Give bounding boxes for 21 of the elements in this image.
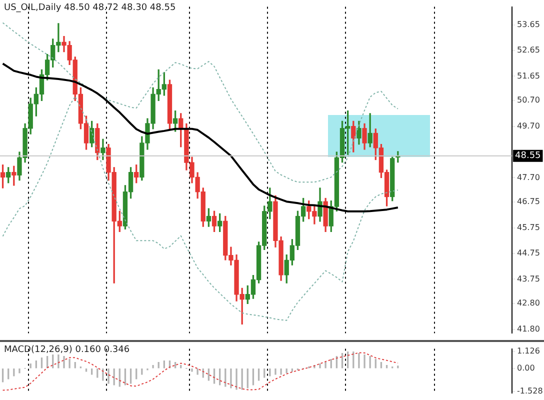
y-tick-label: 53.65	[517, 20, 540, 29]
y-tick-label: 42.80	[517, 298, 540, 308]
line-series	[2, 352, 398, 391]
y-tick-label: 49.70	[517, 121, 540, 130]
line-series	[2, 22, 398, 183]
y-tick-label: 51.65	[517, 71, 540, 80]
y-tick-label: 44.75	[517, 248, 540, 258]
ref-line-label: 48.55	[515, 151, 541, 162]
y-tick-label: 52.65	[517, 46, 540, 55]
y-tick-label: 50.70	[517, 96, 540, 105]
y-tick-label: -1.528	[517, 386, 543, 396]
y-tick-label: 1.126	[517, 346, 540, 356]
line-series	[2, 96, 398, 321]
y-tick-label: 46.75	[517, 197, 540, 206]
chart-title: US_OIL,Daily 48.50 48.72 48.30 48.55	[4, 3, 176, 13]
y-tick-label: 45.75	[517, 222, 540, 232]
y-tick-label: 0.00	[517, 363, 535, 372]
y-tick-label: 47.70	[517, 172, 540, 182]
y-tick-label: 43.75	[517, 274, 540, 284]
chart-title: MACD(12,26,9) 0.160 0.346	[4, 345, 130, 355]
y-tick-label: 41.80	[517, 324, 540, 334]
